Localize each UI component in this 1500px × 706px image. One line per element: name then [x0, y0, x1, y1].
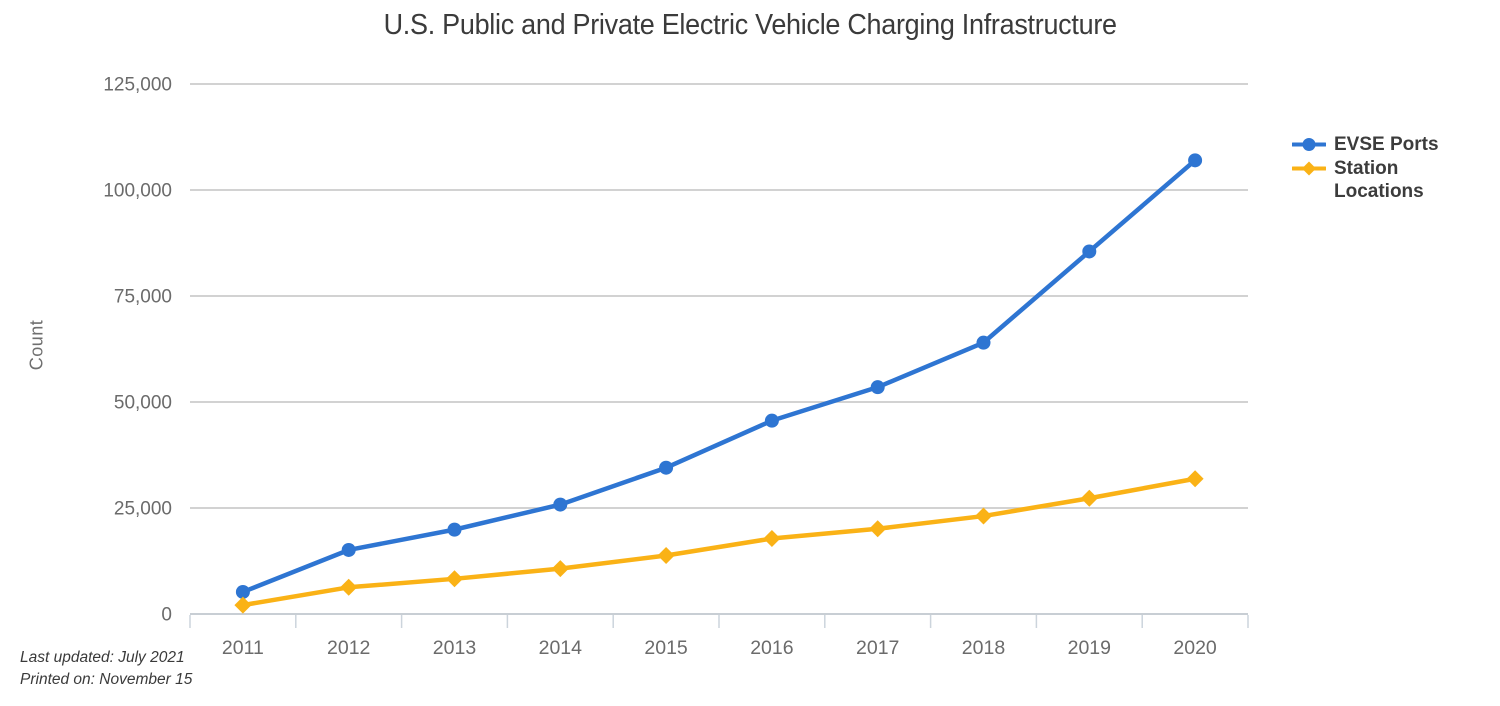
y-axis-tick-label: 25,000	[114, 499, 172, 520]
data-point-station-locations[interactable]	[975, 507, 992, 525]
data-point-evse-ports[interactable]	[553, 497, 568, 512]
series-line-station-locations	[240, 476, 1198, 608]
y-axis-tick-label: 0	[161, 605, 172, 626]
legend-item-evse-ports[interactable]: EVSE Ports	[1292, 133, 1452, 156]
chart-footer: Last updated: July 2021 Printed on: Nove…	[20, 647, 192, 691]
last-updated-text: Last updated: July 2021	[20, 649, 185, 666]
series-line-evse-ports	[240, 158, 1198, 595]
x-axis-tick-label: 2017	[856, 637, 899, 659]
data-point-evse-ports[interactable]	[976, 335, 991, 350]
data-point-evse-ports[interactable]	[1082, 244, 1097, 259]
data-point-evse-ports[interactable]	[870, 380, 885, 395]
x-axis-tick-label: 2013	[433, 637, 476, 659]
x-axis-tick-label: 2019	[1068, 637, 1111, 659]
data-point-station-locations[interactable]	[763, 530, 781, 548]
y-axis-tick-label: 100,000	[103, 181, 172, 202]
chart-legend: EVSE Ports Station Locations	[1292, 133, 1452, 203]
data-point-station-locations[interactable]	[340, 578, 358, 596]
data-point-evse-ports[interactable]	[1188, 153, 1203, 168]
x-axis-tick-label: 2015	[644, 637, 688, 659]
data-point-station-locations[interactable]	[234, 596, 252, 614]
y-axis-tick-label: 75,000	[114, 287, 172, 308]
x-axis-tick-label: 2012	[327, 637, 370, 659]
x-axis-tick-label: 2011	[222, 637, 264, 659]
data-point-station-locations[interactable]	[446, 570, 463, 588]
x-axis-tick-label: 2018	[962, 637, 1005, 659]
x-axis-tick-label: 2020	[1173, 637, 1217, 659]
data-point-evse-ports[interactable]	[341, 542, 356, 557]
station-locations-line-icon	[1292, 161, 1326, 176]
x-axis-tick-label: 2014	[539, 637, 583, 659]
legend-item-station-locations[interactable]: Station Locations	[1292, 157, 1452, 203]
data-point-evse-ports[interactable]	[764, 413, 779, 428]
data-point-evse-ports[interactable]	[235, 584, 250, 599]
y-axis-tick-label: 125,000	[103, 75, 172, 96]
x-axis-tick-label: 2016	[750, 637, 793, 659]
data-point-station-locations[interactable]	[869, 520, 887, 538]
data-point-station-locations[interactable]	[657, 546, 675, 564]
data-point-station-locations[interactable]	[551, 560, 569, 578]
data-point-station-locations[interactable]	[1186, 470, 1204, 488]
evse-ports-line-icon	[1292, 138, 1326, 151]
chart-title-text: U.S. Public and Private Electric Vehicle…	[383, 9, 1117, 41]
data-point-evse-ports[interactable]	[447, 522, 462, 537]
legend-label-evse-ports: EVSE Ports	[1334, 134, 1439, 155]
data-point-evse-ports[interactable]	[659, 460, 674, 475]
chart-title: U.S. Public and Private Electric Vehicle…	[0, 9, 1500, 42]
printed-on-text: Printed on: November 15	[20, 671, 193, 688]
legend-label-station-locations: Station Locations	[1334, 158, 1424, 202]
data-point-station-locations[interactable]	[1080, 489, 1098, 507]
y-axis-tick-label: 50,000	[114, 393, 172, 414]
